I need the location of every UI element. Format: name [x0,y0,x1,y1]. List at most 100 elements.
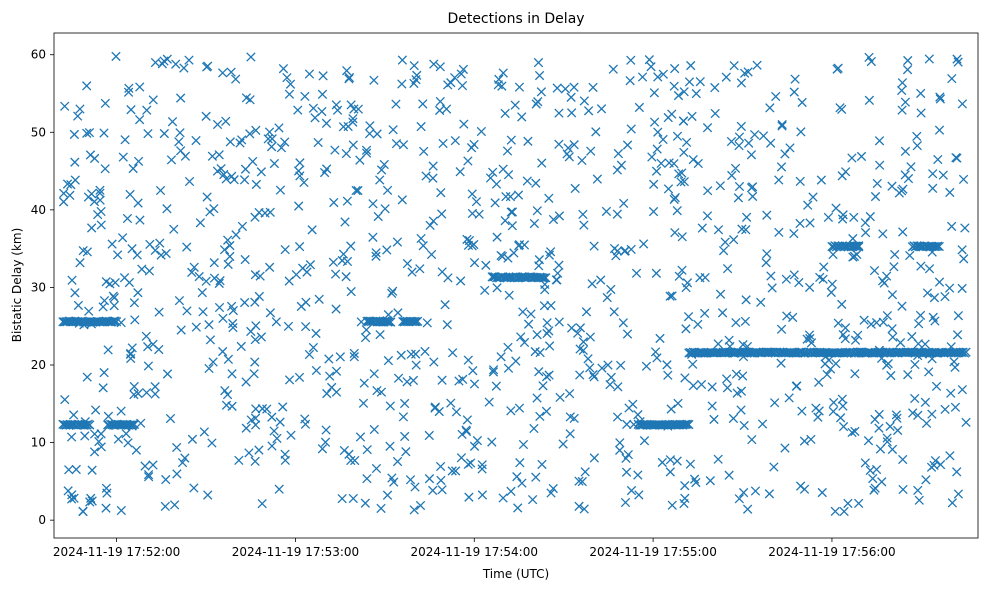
data-point [265,207,275,217]
data-point [663,370,673,380]
data-point [890,249,900,260]
data-point [245,129,255,139]
data-point [187,267,197,277]
data-point [128,420,138,430]
data-point [699,308,710,318]
data-point [746,183,757,193]
data-point [513,503,523,513]
data-point [421,171,431,181]
data-point [143,472,154,482]
data-point [951,152,961,163]
data-point [663,112,673,123]
data-point [870,483,880,493]
data-point [829,397,839,408]
data-point [127,244,137,254]
data-point [385,401,395,411]
data-point [805,218,815,228]
data-point [101,483,112,493]
data-point [144,266,155,276]
data-point [709,414,719,425]
data-point [68,410,79,420]
data-point [271,317,281,327]
data-point [295,158,305,168]
data-point [596,104,607,114]
data-point [952,467,962,477]
data-point [162,204,172,214]
data-point [293,105,303,115]
data-point [256,167,266,177]
data-point [924,367,934,377]
x-tick-label: 2024-11-19 17:53:00 [232,545,359,559]
data-point [218,346,228,357]
data-point [850,426,860,437]
data-point [713,339,723,349]
data-point [833,318,843,328]
data-point [569,413,579,424]
data-point [75,104,85,114]
data-point [672,456,682,466]
data-point [618,318,628,328]
data-point [623,449,633,460]
data-point [379,159,389,170]
data-point [262,404,272,414]
data-point [928,183,938,194]
data-point [929,460,939,471]
data-point [804,282,815,293]
data-point [284,375,295,385]
data-point [797,406,807,416]
data-point [241,377,251,387]
data-point [860,458,870,468]
data-point [619,198,629,209]
data-point [933,154,943,165]
data-point [625,76,635,86]
data-point [538,381,548,391]
data-point [209,258,219,268]
data-point [331,366,342,376]
data-point [282,72,292,83]
data-point [724,335,734,345]
data-point [418,99,428,109]
data-point [203,490,213,500]
data-point [280,244,290,255]
data-point [450,135,460,146]
data-point [346,100,356,110]
data-point [95,188,105,198]
data-point [681,137,692,148]
data-point [887,181,897,191]
data-point [135,215,145,225]
data-point [853,330,863,340]
data-point [581,307,592,317]
data-point [673,398,683,409]
data-point [317,444,328,454]
data-point [230,74,241,84]
data-point [399,398,410,409]
x-axis: 2024-11-19 17:52:00 2024-11-19 17:53:00 20… [53,538,896,559]
data-point [362,444,372,455]
data-point [797,97,807,108]
data-point [650,347,661,357]
data-point [223,235,233,245]
data-point [143,469,154,480]
data-point [657,457,667,468]
data-point [847,153,857,163]
data-point [615,360,626,371]
data-point [174,137,184,147]
data-point [225,251,235,262]
data-point [808,192,818,202]
data-point [710,82,720,93]
data-point [380,204,390,214]
data-point [777,119,787,130]
data-point [73,300,84,311]
data-point [869,265,880,276]
data-point [401,447,411,457]
data-point [392,456,403,467]
data-point [95,185,105,195]
y-axis-label: Bistatic Delay (km) [10,228,24,343]
data-point [392,237,403,247]
data-point [646,62,656,72]
data-point [529,423,539,434]
data-point [940,291,950,302]
data-point [464,235,475,246]
data-point [237,221,248,232]
data-point [749,129,760,140]
